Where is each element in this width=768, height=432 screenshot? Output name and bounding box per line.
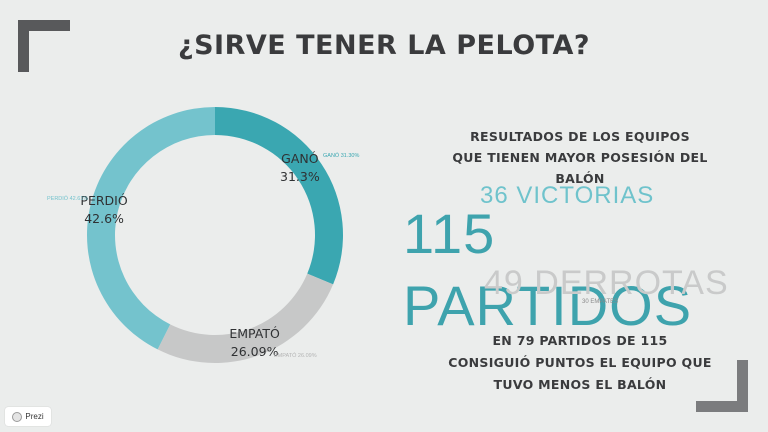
slice-outer-label: PERDIÓ 42.61%: [47, 195, 88, 202]
donut-chart: GANÓ 31.3% GANÓ 31.30% EMPATÓ 26.09%EMPATÓ 2…: [47, 107, 359, 363]
donut-slice-empató: [157, 273, 334, 363]
derrotas-stat: 49 DERROTAS: [484, 264, 729, 302]
donut-slice-perdió: [87, 107, 215, 350]
slice-outer-label: EMPATÓ 26.09%: [274, 352, 317, 359]
slice-label-value: 26.09%: [231, 344, 279, 359]
slice-label-value: 31.3%: [280, 169, 320, 184]
prezi-badge[interactable]: Prezi: [5, 407, 51, 426]
slice-label-name: PERDIÓ: [80, 193, 127, 208]
prezi-badge-label: Prezi: [25, 412, 44, 421]
stats-header: RESULTADOS DE LOS EQUIPOS QUE TIENEN MAY…: [430, 126, 730, 189]
slice-label-name: EMPATÓ: [229, 326, 280, 341]
corner-bar-horizontal: [18, 20, 70, 31]
victorias-stat: 36 VICTORIAS: [480, 182, 655, 209]
corner-bar-vertical: [737, 360, 748, 412]
partidos-stat: 115 PARTIDOS: [403, 202, 693, 337]
stats-header-line-2: QUE TIENEN MAYOR POSESIÓN DEL BALÓN: [452, 150, 708, 186]
stats-header-line-1: RESULTADOS DE LOS EQUIPOS: [470, 129, 690, 144]
corner-bar-vertical: [18, 20, 29, 72]
slice-label-value: 42.6%: [84, 211, 124, 226]
corner-bar-horizontal: [696, 401, 748, 412]
empates-stat: 30 EMPATES: [582, 299, 619, 305]
slice-outer-label: GANÓ 31.30%: [323, 152, 359, 159]
corner-decoration-top-left: [18, 20, 70, 72]
stats-footer: EN 79 PARTIDOS DE 115 CONSIGUIÓ PUNTOS E…: [430, 330, 730, 396]
page-title: ¿SIRVE TENER LA PELOTA?: [177, 30, 591, 61]
corner-decoration-bottom-right: [696, 360, 748, 412]
donut-slice-ganó: [215, 107, 343, 285]
stats-footer-line-2: CONSIGUIÓ PUNTOS EL EQUIPO QUE: [448, 355, 712, 370]
slice-label-name: GANÓ: [281, 151, 319, 166]
stats-footer-line-1: EN 79 PARTIDOS DE 115: [492, 333, 668, 348]
stats-footer-line-3: TUVO MENOS EL BALÓN: [493, 377, 667, 392]
prezi-logo-icon: [12, 411, 23, 422]
